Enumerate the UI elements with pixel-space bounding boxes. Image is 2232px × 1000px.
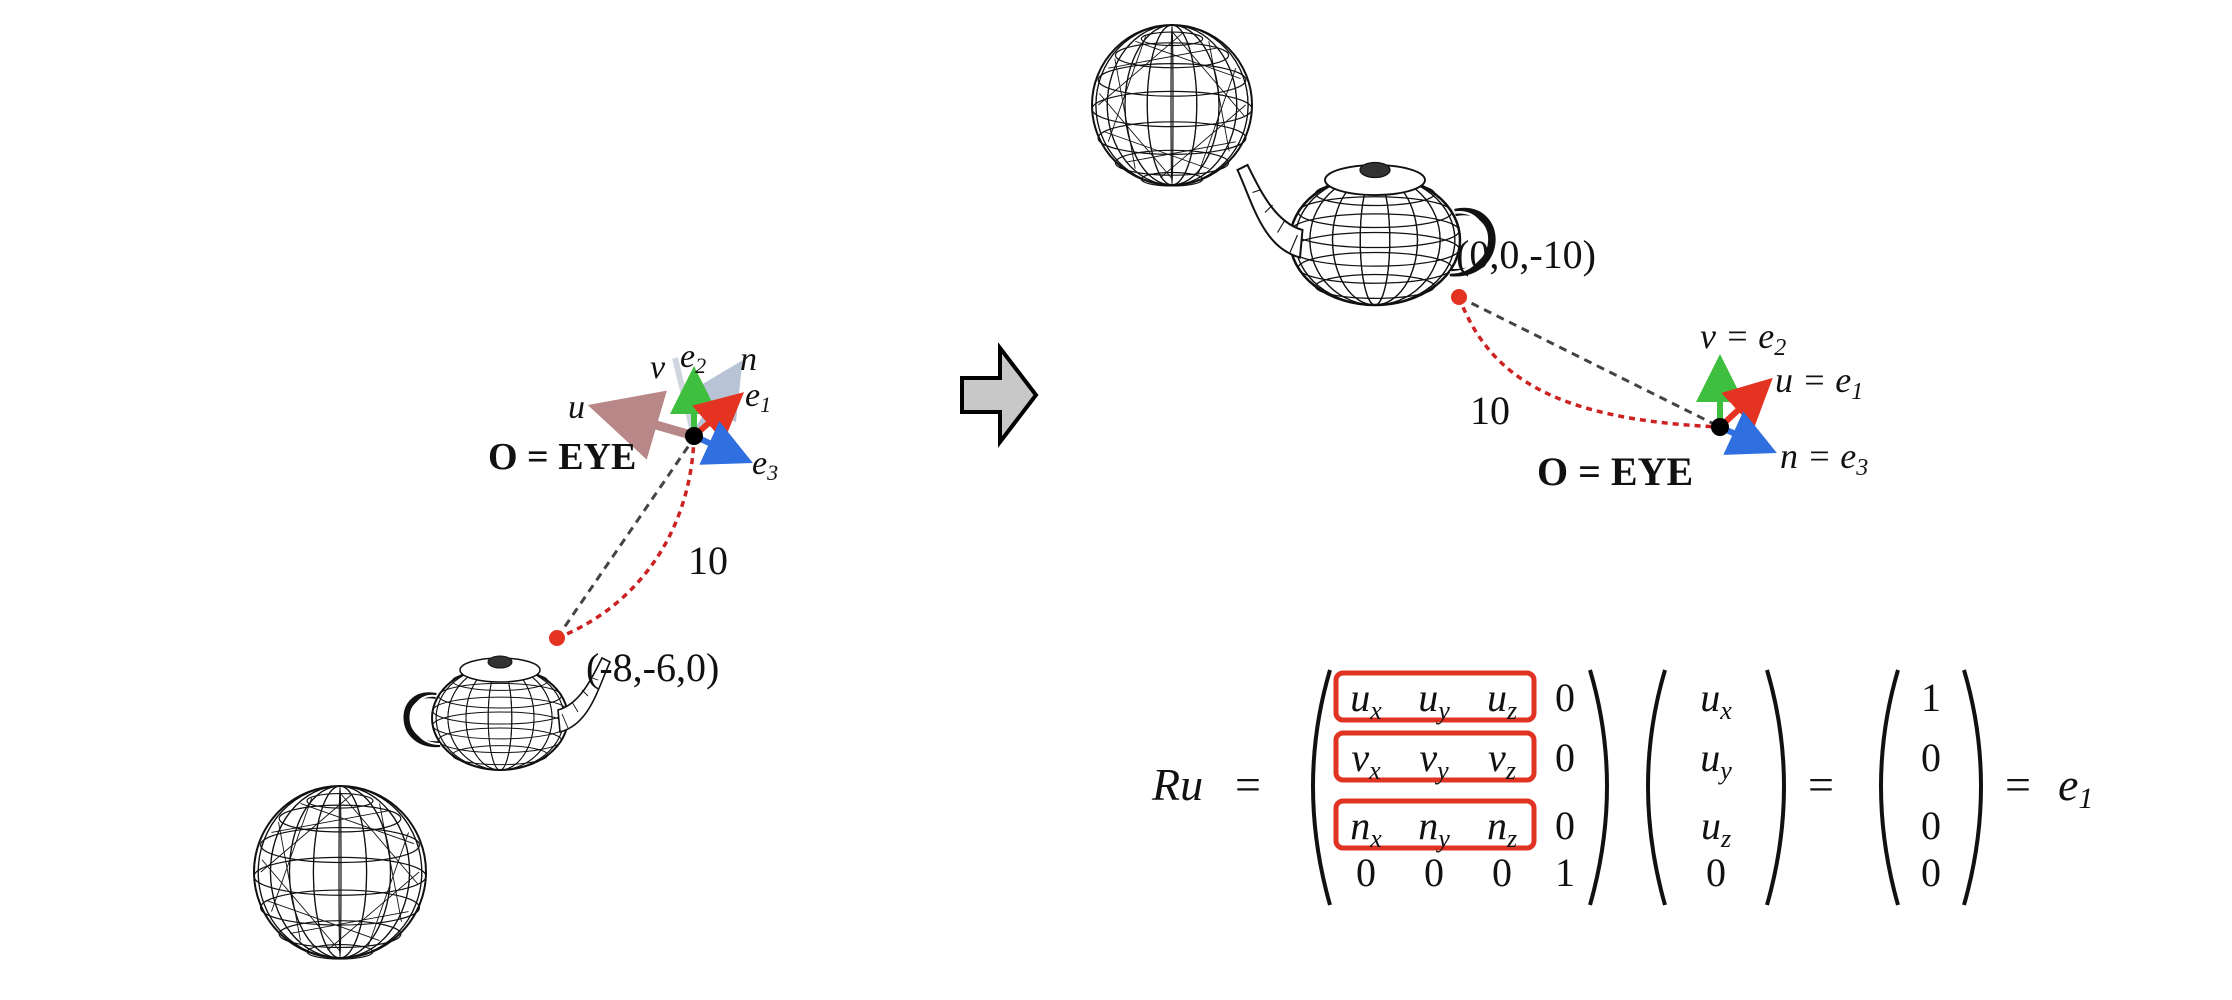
u-axis-arrow [1717,377,1773,430]
matrix-cell: 0 [1492,850,1512,895]
vector-u: ux uy uz0 [1700,675,1732,895]
result-left-paren [1879,669,1900,906]
equation-lhs: Ru [1151,759,1203,810]
vector-cell: ux [1700,675,1732,725]
e3-axis-label: e3 [752,445,778,485]
distance-line-gray [555,437,696,639]
matrix-cell: ux [1350,675,1382,725]
matrix-cell: vy [1419,735,1449,785]
result-cell: 1 [1921,675,1941,720]
result-cell: 0 [1921,735,1941,780]
equals-sign-1: = [1235,759,1261,810]
transition-arrow-icon [960,342,1039,448]
eye-origin-label: O = EYE [488,436,636,478]
row-u-highlight-box [1333,670,1537,723]
rotation-matrix: ux uy uz 0vx vy vz 0nx ny nz 00 0 0 1 [1350,675,1575,895]
vector-right-paren [1765,669,1786,906]
n-axis-label: n = e3 [1780,436,1868,481]
vector-cell: uz [1701,803,1731,853]
matrix-cell: nx [1350,803,1382,853]
v-axis-label: v [650,349,666,386]
distance-label: 10 [688,538,728,583]
teapot-spout-point [549,630,565,646]
matrix-cell: vz [1488,735,1516,785]
matrix-right-paren [1588,669,1609,906]
sphere-wireframe-icon [1091,24,1253,187]
matrix-cell: 1 [1555,850,1575,895]
matrix-cell: nz [1487,803,1517,853]
vector-cell: uy [1700,735,1732,785]
matrix-cell: uy [1418,675,1450,725]
matrix-cell: 0 [1555,803,1575,848]
equation-rhs: e1 [2058,759,2093,815]
v-axis-label: v = e2 [1700,316,1786,361]
row-v-highlight-box [1333,730,1537,783]
result-cell: 0 [1921,803,1941,848]
result-right-paren [1962,669,1983,906]
u-axis-arrow [587,390,696,460]
point-coordinate-label: (0,0,-10) [1456,232,1596,277]
e2-axis-label: e2 [680,338,706,378]
right-scene: v = e2 u = e1 n = e3 O = EYE 10 (0,0,-10… [1091,24,1868,494]
teapot-spout-point [1451,289,1467,305]
matrix-cell: uz [1487,675,1517,725]
matrix-left-paren [1311,669,1332,906]
row-n-highlight-box [1333,798,1537,851]
matrix-cell: 0 [1555,735,1575,780]
matrix-cell: ny [1418,803,1450,853]
eye-origin-point [1711,418,1729,436]
u-axis-label: u [568,389,585,426]
teapot-wireframe-icon [403,655,612,771]
e1-axis-label: e1 [745,377,771,417]
eye-origin-point [685,427,703,445]
point-coordinate-label: (-8,-6,0) [586,645,719,690]
equals-sign-2: = [1808,759,1834,810]
teapot-wireframe-icon [1236,161,1496,307]
matrix-cell: 0 [1424,850,1444,895]
u-axis-label: u = e1 [1775,360,1863,405]
distance-label: 10 [1470,388,1510,433]
distance-line-red [1457,296,1721,429]
eye-origin-label: O = EYE [1537,449,1693,494]
n-axis-label: n [740,341,757,378]
equals-sign-3: = [2005,759,2031,810]
result-cell: 0 [1921,850,1941,895]
sphere-wireframe-icon [253,785,427,960]
vector-left-paren [1646,669,1667,906]
matrix-cell: vx [1351,735,1381,785]
matrix-cell: 0 [1356,850,1376,895]
vector-cell: 0 [1706,850,1726,895]
left-scene: u v n e2 e1 e3 O = EYE 10 (-8,-6,0) [253,338,778,960]
matrix-cell: 0 [1555,675,1575,720]
distance-line-gray [1458,295,1721,429]
